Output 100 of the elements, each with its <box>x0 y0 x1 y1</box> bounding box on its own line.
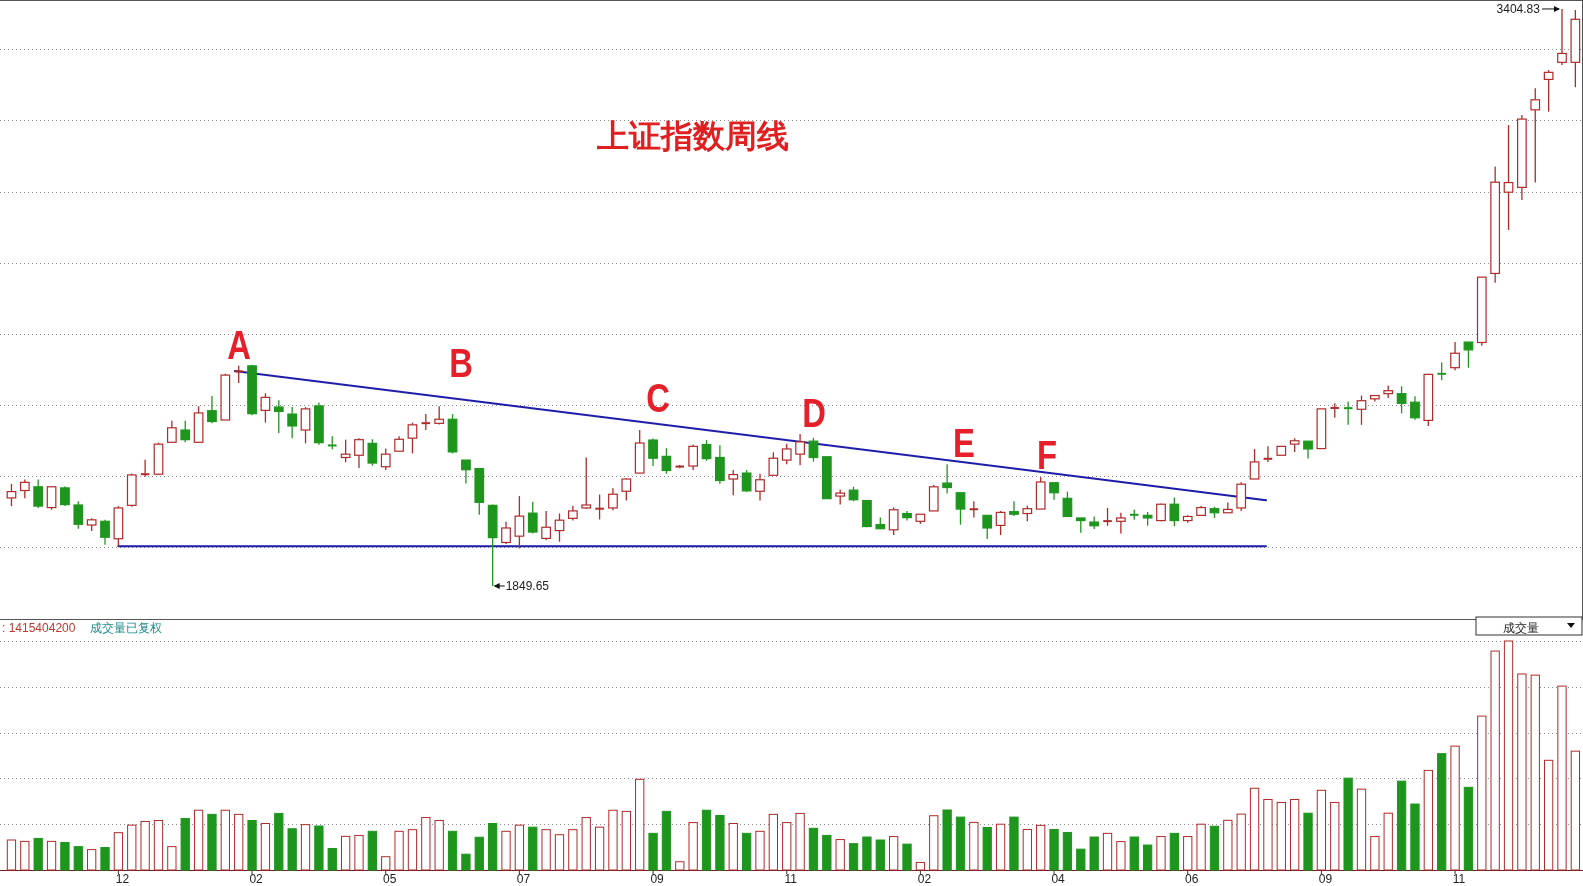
bar <box>1142 844 1153 871</box>
bar <box>20 840 30 871</box>
bar <box>728 823 738 871</box>
bar <box>1517 673 1527 871</box>
bar <box>1450 745 1460 871</box>
bar <box>1209 825 1220 871</box>
bar <box>461 853 471 871</box>
annotation: B <box>449 340 473 386</box>
bar <box>1490 650 1500 871</box>
bar <box>1437 753 1447 871</box>
bar <box>87 849 97 871</box>
bar <box>1129 836 1139 871</box>
annotation: E <box>953 420 975 466</box>
bar <box>1370 836 1380 871</box>
bar <box>180 817 190 871</box>
bar <box>848 843 859 871</box>
bar <box>100 847 110 871</box>
bar <box>1183 836 1193 871</box>
bar <box>1062 831 1073 871</box>
bar <box>394 830 404 871</box>
bar <box>1316 789 1327 871</box>
bar <box>1076 848 1086 871</box>
bar <box>1356 788 1367 871</box>
x-tick-label: 07 <box>516 872 531 886</box>
bar <box>1290 798 1300 871</box>
bar <box>568 829 578 871</box>
bar <box>193 809 204 871</box>
bar <box>969 821 979 871</box>
bar <box>594 826 605 871</box>
bar <box>782 822 792 871</box>
x-tick-label: 02 <box>249 872 264 886</box>
bar <box>661 810 672 871</box>
bar <box>220 809 230 871</box>
bar <box>6 839 17 871</box>
bar <box>755 830 765 871</box>
annotation: F <box>1036 432 1058 478</box>
bar <box>675 861 685 871</box>
bar <box>688 822 698 871</box>
bar <box>447 830 458 871</box>
bar <box>635 778 645 871</box>
x-tick-label: 09 <box>1318 872 1333 886</box>
x-tick-label: 12 <box>115 872 130 886</box>
bar <box>995 823 1006 871</box>
text: 成交量 <box>1503 621 1539 635</box>
bar <box>1410 803 1420 871</box>
bar <box>127 824 137 871</box>
bar <box>1276 801 1286 871</box>
x-tick-label: 09 <box>650 872 665 886</box>
bar <box>1463 786 1474 871</box>
bar <box>501 830 511 871</box>
annotation: 1849.65 <box>505 578 550 593</box>
x-tick-label: 11 <box>1452 872 1466 886</box>
bar <box>1557 685 1567 871</box>
bar <box>1530 674 1540 871</box>
annotation: D <box>802 390 826 436</box>
bar <box>541 829 551 871</box>
x-tick-label: 11 <box>784 872 798 886</box>
bar <box>1196 823 1206 871</box>
bar <box>1223 819 1233 871</box>
bar <box>528 826 538 871</box>
bar <box>982 826 992 871</box>
bar <box>488 823 498 871</box>
x-tick-label: 02 <box>917 872 932 886</box>
bar <box>140 820 150 871</box>
bar <box>1330 801 1340 871</box>
bar <box>1343 777 1353 871</box>
bar <box>1423 769 1433 871</box>
bar <box>648 832 658 871</box>
bar <box>701 809 712 871</box>
bar <box>768 813 778 871</box>
bar <box>715 815 725 871</box>
annotation: A <box>227 322 251 368</box>
bar <box>474 836 484 871</box>
bar <box>955 816 966 871</box>
bar <box>1303 812 1313 871</box>
text: 成交量已复权 <box>90 621 162 635</box>
bar <box>113 832 124 871</box>
bar <box>902 843 912 871</box>
bar <box>1570 750 1581 871</box>
bar <box>407 829 418 871</box>
bar <box>300 824 311 871</box>
bar <box>434 820 444 871</box>
bar <box>942 809 952 871</box>
text: 上证指数周线 <box>596 118 789 154</box>
bar <box>1036 824 1046 871</box>
bar <box>354 834 364 871</box>
bar <box>1089 836 1099 871</box>
x-tick-label: 06 <box>1185 872 1199 886</box>
bar <box>381 856 391 871</box>
bar <box>1543 759 1554 871</box>
bar <box>1116 841 1126 871</box>
bar <box>621 810 631 871</box>
bar <box>822 834 832 871</box>
x-tick-label: 05 <box>383 872 397 886</box>
bar <box>1169 832 1180 871</box>
bar <box>862 836 872 871</box>
bar <box>1263 798 1273 871</box>
bar <box>367 830 377 871</box>
bar <box>514 824 525 871</box>
x-tick-label: 04 <box>1051 872 1066 886</box>
